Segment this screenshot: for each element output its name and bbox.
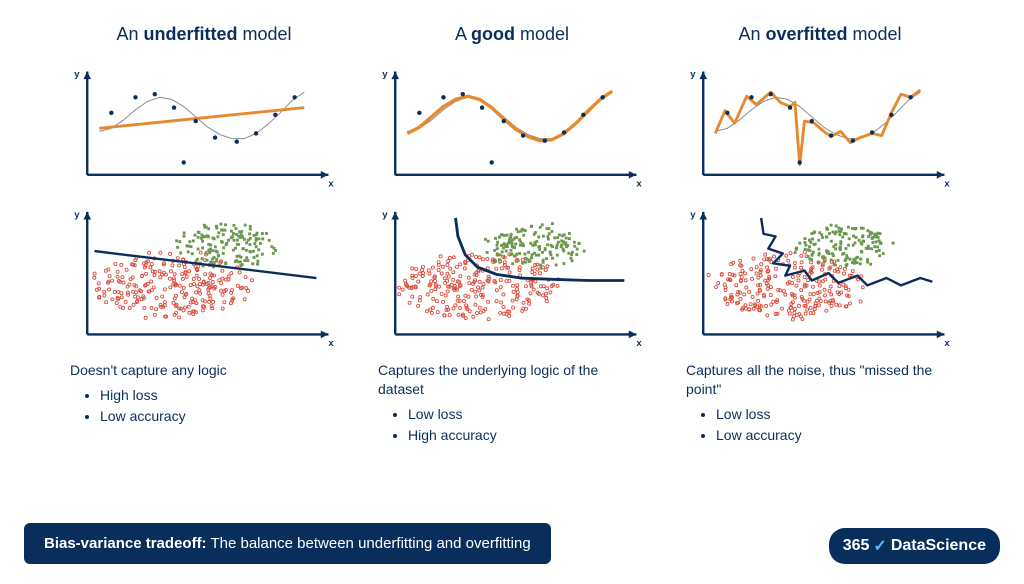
banner-rest: The balance between underfitting and ove… [207,535,531,552]
svg-text:x: x [944,338,950,349]
bullet: Low loss [716,405,954,424]
bullet: Low accuracy [716,426,954,445]
line-chart-underfit: yx [70,61,338,191]
svg-text:x: x [636,338,642,349]
desc-bullets: High loss Low accuracy [70,386,338,426]
svg-text:x: x [328,178,334,189]
col-title-underfit: An underfitted model [70,24,338,45]
desc-main: Doesn't capture any logic [70,361,338,380]
bullet: Low loss [408,405,646,424]
desc-main: Captures all the noise, thus "missed the… [686,361,954,399]
svg-text:y: y [382,69,388,80]
bullet: High accuracy [408,426,646,445]
svg-text:x: x [944,178,950,189]
scatter-chart-underfit: yx [70,201,338,351]
col-title-good: A good model [378,24,646,45]
svg-text:x: x [328,338,334,349]
scatter-chart-good: yx [378,201,646,351]
line-chart-overfit: yx [686,61,954,191]
bullet: Low accuracy [100,407,338,426]
logo-part1: 365 [843,537,870,555]
desc-underfit: Doesn't capture any logic High loss Low … [70,361,338,447]
desc-main: Captures the underlying logic of the dat… [378,361,646,399]
svg-text:y: y [74,69,80,80]
banner: Bias-variance tradeoff: The balance betw… [24,523,551,564]
check-icon: ✓ [873,536,886,556]
desc-overfit: Captures all the noise, thus "missed the… [686,361,954,447]
banner-bold: Bias-variance tradeoff: [44,535,207,552]
svg-text:x: x [636,178,642,189]
line-chart-good: yx [378,61,646,191]
svg-text:y: y [690,210,696,221]
logo: 365✓ DataScience [829,528,1000,564]
svg-text:y: y [382,210,388,221]
col-title-overfit: An overfitted model [686,24,954,45]
desc-good: Captures the underlying logic of the dat… [378,361,646,447]
logo-part2: DataScience [891,537,986,555]
desc-bullets: Low loss Low accuracy [686,405,954,445]
scatter-chart-overfit: yx [686,201,954,351]
desc-bullets: Low loss High accuracy [378,405,646,445]
bullet: High loss [100,386,338,405]
svg-text:y: y [690,69,696,80]
svg-text:y: y [74,210,80,221]
infographic-grid: An underfitted model A good model An ove… [0,0,1024,447]
